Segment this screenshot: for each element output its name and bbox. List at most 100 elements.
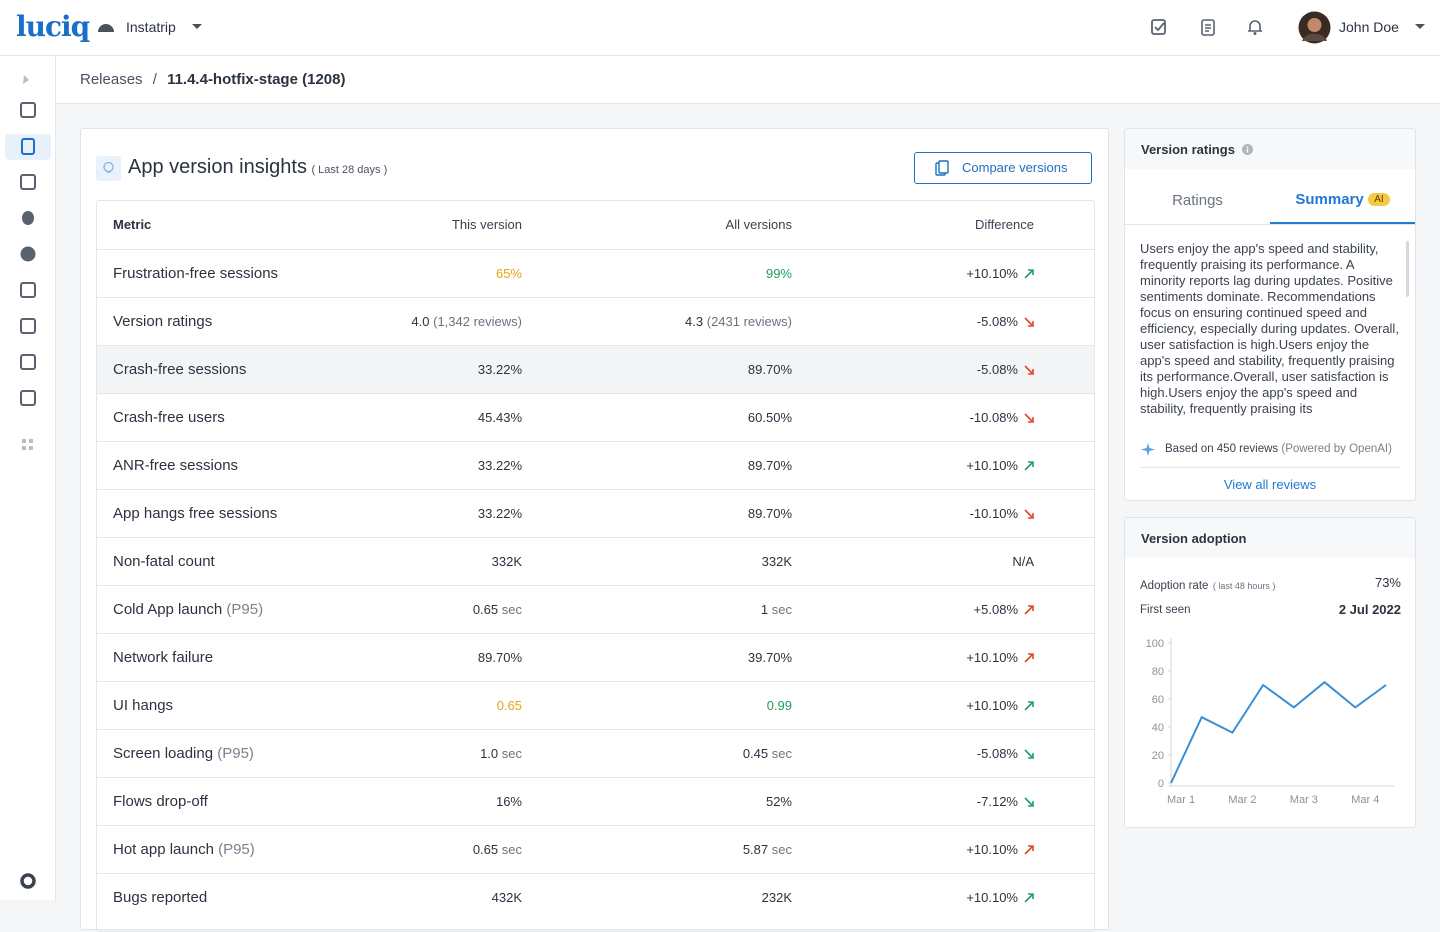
difference: +10.10%: [966, 266, 1018, 281]
divider: [1140, 467, 1400, 468]
insights-card: App version insights ( Last 28 days ) Co…: [80, 128, 1109, 932]
trend-arrow: [1024, 269, 1034, 279]
metric-name: Bugs reported: [113, 889, 208, 906]
arrow: [1024, 701, 1034, 711]
settings-icon[interactable]: [20, 873, 36, 889]
logo[interactable]: luciq: [16, 10, 90, 43]
based-on: Based on 450 reviews (Powered by OpenAI): [1165, 443, 1392, 455]
value: 65%: [495, 266, 522, 281]
metric-cell: UI hangs: [113, 682, 173, 729]
value: 332K: [761, 554, 792, 569]
breadcrumb-parent[interactable]: Releases: [80, 71, 143, 88]
nav-icon[interactable]: [20, 354, 36, 370]
difference-cell: -5.08%: [977, 346, 1018, 393]
scrollbar[interactable]: [1406, 241, 1409, 297]
this-version-cell: 0.65 sec: [473, 826, 522, 873]
rate-label: Adoption rate: [1140, 580, 1209, 592]
caret[interactable]: [1415, 24, 1425, 30]
y-tick-label: 100: [1146, 638, 1164, 650]
metric-cell: Hot app launch (P95): [113, 826, 255, 873]
difference: +10.10%: [966, 458, 1018, 473]
y-tick-label: 80: [1152, 666, 1164, 678]
tab-active[interactable]: Summary AI: [1270, 191, 1415, 209]
ratings-header: [1125, 129, 1415, 169]
metric-name: Network failure: [113, 649, 214, 666]
value: 1.0: [480, 746, 499, 761]
this-version-cell: 0.65: [497, 682, 522, 729]
all-version-cell: 39.70%: [748, 634, 792, 681]
apps-icon[interactable]: [22, 439, 33, 450]
y-tick-label: 40: [1152, 722, 1164, 734]
value-note: (2431 reviews): [706, 314, 792, 329]
notes-icon[interactable]: [1199, 18, 1217, 36]
tab[interactable]: Ratings: [1172, 192, 1223, 209]
view-all-link[interactable]: View all reviews: [1223, 477, 1317, 492]
all-version-cell: 99%: [766, 250, 792, 297]
trend-arrow: [1024, 317, 1034, 327]
nav-icon[interactable]: [21, 138, 35, 155]
metrics-table: Metric This version All versions Difference…: [96, 200, 1095, 932]
x-tick-label: Mar 2: [1228, 794, 1256, 806]
nav-icon[interactable]: [20, 174, 36, 190]
metric-name: ANR-free sessions: [113, 457, 239, 474]
insights-icon: [96, 156, 121, 181]
caret[interactable]: [192, 24, 202, 30]
this-version-cell: 332K: [492, 538, 522, 585]
y-tick-label: 20: [1152, 750, 1164, 762]
nav-icon[interactable]: [20, 390, 36, 406]
metric-suffix: (P95): [217, 745, 254, 762]
nav-icon[interactable]: [20, 282, 36, 298]
user-name[interactable]: John Doe: [1339, 19, 1399, 35]
arrow: [1024, 509, 1034, 519]
value: 432K: [491, 890, 522, 905]
sidebar-icons: [5, 75, 51, 889]
bell-icon[interactable]: [1246, 18, 1264, 36]
x-tick-label: Mar 4: [1351, 794, 1379, 806]
difference: -5.08%: [976, 746, 1018, 761]
based-on-count: Based on 450 reviews: [1165, 443, 1279, 455]
rate-value: 73%: [1374, 575, 1401, 590]
insights-period: ( Last 28 days ): [311, 164, 388, 176]
avatar[interactable]: [1298, 11, 1331, 44]
trend-arrow: [1024, 509, 1034, 519]
checklist-icon[interactable]: [1150, 18, 1168, 36]
compare-button[interactable]: Compare versions: [914, 152, 1092, 184]
value: 232K: [761, 890, 792, 905]
table-row: Screen loading (P95) 1.0 sec 0.45 sec -5.08…: [97, 729, 1094, 777]
difference-cell: +10.10%: [966, 682, 1018, 729]
table-row: Crash-free users 45.43% 60.50% -10.08%: [97, 393, 1094, 441]
value: 89.70%: [747, 362, 792, 377]
nav-active[interactable]: [5, 134, 51, 160]
difference-cell: -5.08%: [977, 730, 1018, 777]
value: 89.70%: [747, 506, 792, 521]
metric-cell: Frustration-free sessions: [113, 250, 278, 297]
value-note: sec: [771, 746, 792, 761]
metric-name: Version ratings: [113, 313, 213, 330]
x-tick-label: Mar 3: [1290, 794, 1318, 806]
difference-cell: +10.10%: [966, 634, 1018, 681]
table-row: Network failure 89.70% 39.70% +10.10%: [97, 633, 1094, 681]
tab-label[interactable]: Summary: [1295, 191, 1364, 208]
compare-label[interactable]: Compare versions: [962, 160, 1068, 175]
app-name[interactable]: Instatrip: [126, 19, 176, 35]
value: 0.65: [472, 602, 499, 617]
all-version-cell: 332K: [762, 538, 792, 585]
trend-arrow: [1024, 605, 1034, 615]
trend-arrow: [1024, 749, 1034, 759]
difference: -5.08%: [976, 314, 1018, 329]
summary-text: Users enjoy the app's speed and stabilit…: [1140, 241, 1399, 416]
table-row: Bugs reported 432K 232K +10.10%: [97, 873, 1094, 921]
compare-icon: [935, 160, 949, 176]
nav-icon[interactable]: [20, 102, 36, 118]
nav-icon[interactable]: [20, 318, 36, 334]
metric-name: UI hangs: [113, 697, 174, 714]
info-icon[interactable]: [1242, 144, 1253, 155]
nav-icon[interactable]: [20, 246, 36, 262]
pin-icon[interactable]: [23, 75, 29, 84]
breadcrumb-separator: /: [152, 71, 157, 88]
metric-cell: Flows drop-off: [113, 778, 208, 825]
metric-cell: ANR-free sessions: [113, 442, 238, 489]
nav-icon[interactable]: [22, 211, 34, 225]
metric-name: Crash-free sessions: [113, 361, 247, 378]
adoption-title: Version adoption: [1141, 531, 1247, 546]
